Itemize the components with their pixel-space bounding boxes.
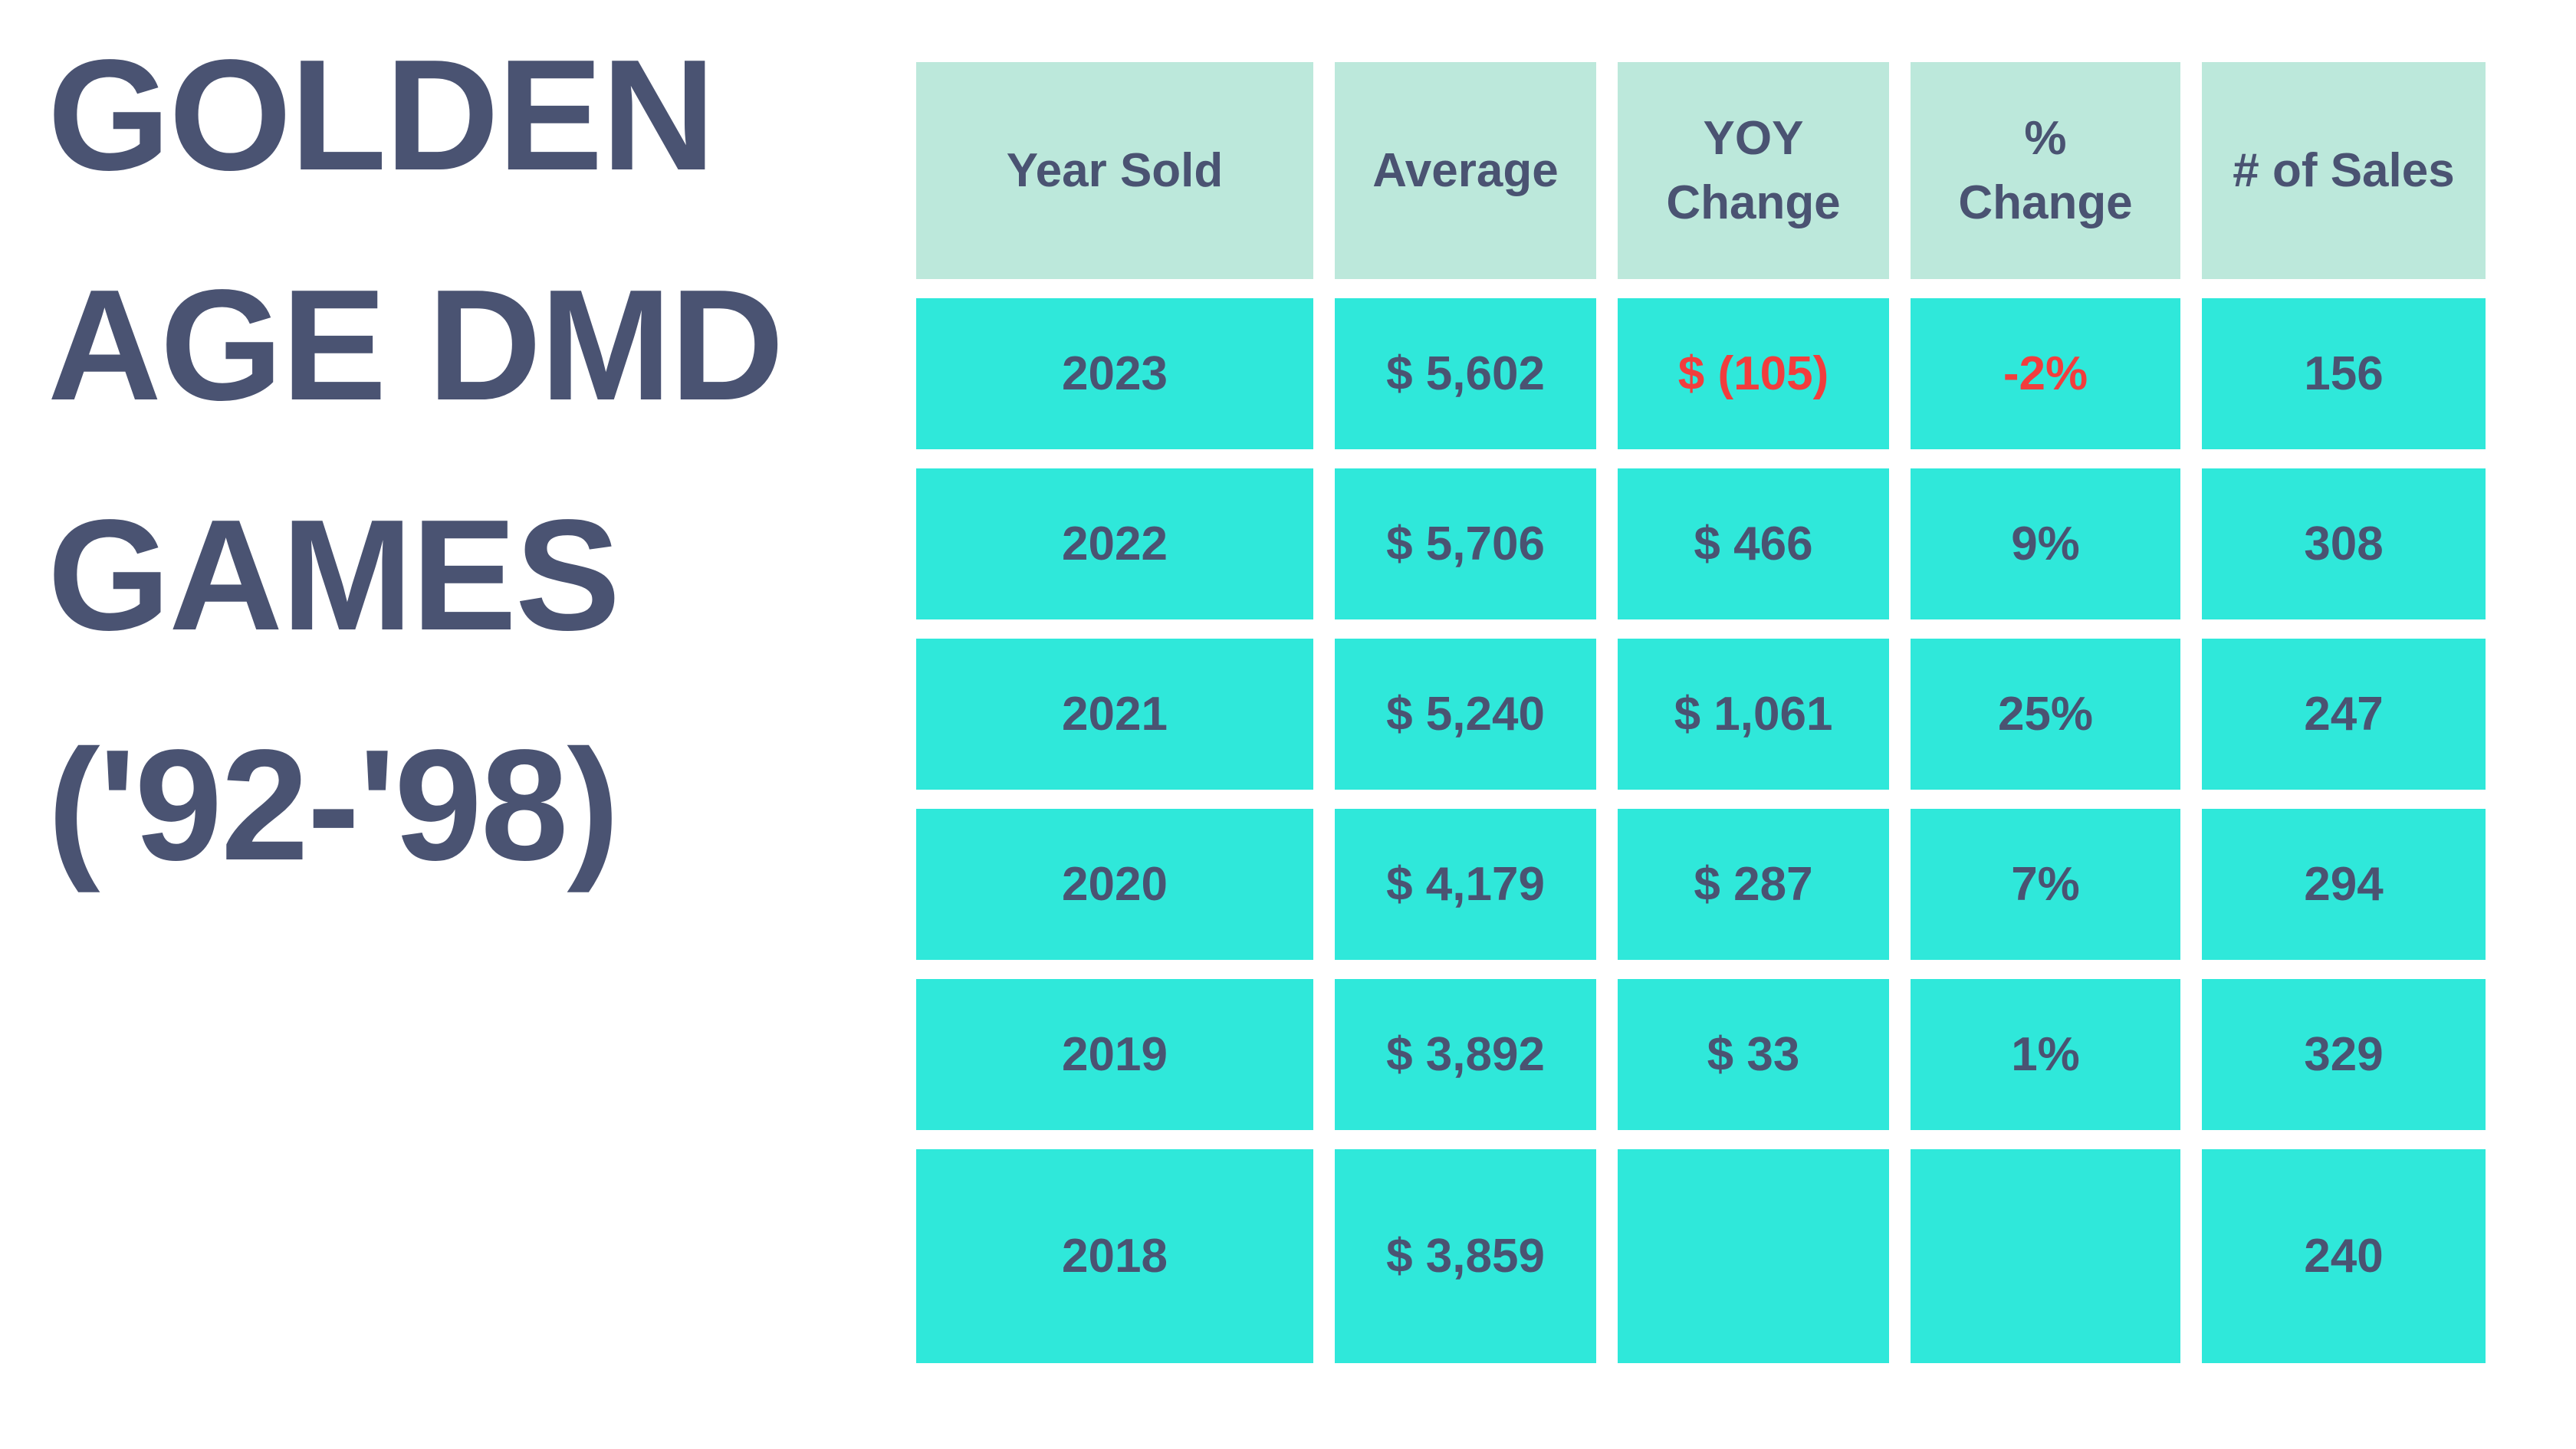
cell-2019-average: $ 3,892 [1335,979,1596,1130]
cell-2018-pct-change [1911,1149,2180,1363]
cell-2022-yoy-change: $ 466 [1618,468,1889,619]
title-line-1: GOLDEN [48,27,715,203]
cell-2022-pct-change: 9% [1911,468,2180,619]
column-header-year-sold: Year Sold [916,62,1313,279]
cell-2022-num-sales: 308 [2202,468,2486,619]
cell-2021-yoy-change: $ 1,061 [1618,639,1889,790]
cell-2018-yoy-change [1618,1149,1889,1363]
cell-2018-year: 2018 [916,1149,1313,1363]
title-line-2: AGE DMD [48,257,784,433]
cell-2020-average: $ 4,179 [1335,809,1596,960]
cell-2020-year: 2020 [916,809,1313,960]
column-header-num-sales: # of Sales [2202,62,2486,279]
cell-2019-pct-change: 1% [1911,979,2180,1130]
cell-2020-num-sales: 294 [2202,809,2486,960]
column-header-average: Average [1335,62,1596,279]
cell-2018-average: $ 3,859 [1335,1149,1596,1363]
cell-2019-year: 2019 [916,979,1313,1130]
cell-2023-yoy-change: $ (105) [1618,298,1889,449]
cell-2021-num-sales: 247 [2202,639,2486,790]
title-line-3: GAMES [48,487,620,663]
cell-2021-pct-change: 25% [1911,639,2180,790]
cell-2019-num-sales: 329 [2202,979,2486,1130]
cell-2022-average: $ 5,706 [1335,468,1596,619]
cell-2023-average: $ 5,602 [1335,298,1596,449]
cell-2021-year: 2021 [916,639,1313,790]
column-header-yoy-change: YOY Change [1618,62,1889,279]
cell-2023-year: 2023 [916,298,1313,449]
column-header-pct-change: % Change [1911,62,2180,279]
cell-2021-average: $ 5,240 [1335,639,1596,790]
page-title: GOLDEN AGE DMD GAMES ('92-'98) [48,0,784,920]
cell-2018-num-sales: 240 [2202,1149,2486,1363]
cell-2020-yoy-change: $ 287 [1618,809,1889,960]
cell-2022-year: 2022 [916,468,1313,619]
title-line-4: ('92-'98) [48,717,619,893]
sales-table: Year Sold Average YOY Change % Change # … [916,62,2486,1363]
cell-2020-pct-change: 7% [1911,809,2180,960]
cell-2023-pct-change: -2% [1911,298,2180,449]
cell-2019-yoy-change: $ 33 [1618,979,1889,1130]
cell-2023-num-sales: 156 [2202,298,2486,449]
